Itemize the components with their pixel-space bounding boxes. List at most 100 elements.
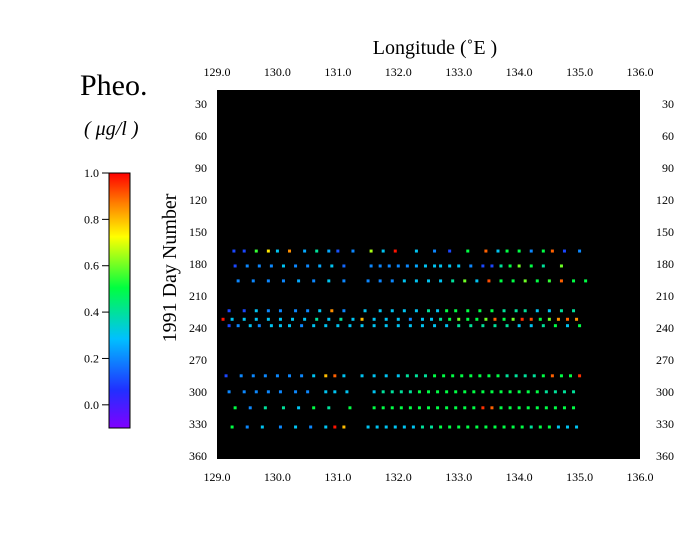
data-point (408, 390, 412, 394)
data-point (448, 425, 452, 429)
x-axis-label: Longitude (˚E ) (373, 37, 497, 59)
data-point (327, 406, 331, 410)
data-point (520, 425, 524, 429)
data-point (233, 264, 237, 268)
data-point (427, 406, 430, 410)
data-point (330, 309, 334, 313)
data-point (541, 249, 545, 253)
data-point (430, 317, 434, 321)
data-point (517, 264, 521, 268)
data-point (445, 390, 449, 394)
data-point (556, 425, 560, 429)
data-point (550, 249, 554, 253)
data-point (239, 374, 243, 378)
data-point (562, 406, 566, 410)
data-point (281, 264, 285, 268)
data-point (514, 309, 518, 313)
data-point (466, 249, 470, 253)
data-point (242, 249, 246, 253)
data-point (490, 390, 494, 394)
data-point (457, 425, 461, 429)
x-tick-label-top: 134.0 (506, 65, 533, 79)
data-point (312, 279, 316, 283)
x-tick-label-top: 136.0 (627, 65, 654, 79)
y-tick-label-left: 150 (189, 225, 207, 239)
data-point (236, 324, 240, 328)
data-point (402, 425, 406, 429)
data-point (448, 317, 452, 321)
data-point (578, 374, 582, 378)
data-point (227, 324, 231, 328)
data-point (303, 317, 307, 321)
x-tick-label-bottom: 131.0 (324, 470, 351, 484)
data-point (469, 264, 473, 268)
data-point (578, 324, 582, 328)
data-point (378, 309, 382, 313)
data-point (499, 406, 503, 410)
data-point (384, 317, 388, 321)
data-point (457, 264, 461, 268)
data-point (454, 406, 458, 410)
data-point (324, 390, 328, 394)
data-point (263, 406, 267, 410)
y-tick-label-left: 60 (195, 129, 207, 143)
data-point (541, 324, 545, 328)
data-point (493, 324, 497, 328)
data-point (221, 317, 225, 321)
data-point (487, 374, 491, 378)
data-point (300, 324, 304, 328)
data-point (565, 425, 569, 429)
data-point (318, 309, 322, 313)
data-point (529, 324, 533, 328)
data-point (399, 406, 403, 410)
data-point (393, 425, 397, 429)
data-point (517, 406, 521, 410)
data-point (294, 390, 298, 394)
data-point (266, 279, 270, 283)
data-point (366, 425, 370, 429)
data-point (390, 309, 394, 313)
x-tick-label-top: 129.0 (204, 65, 231, 79)
data-point (333, 374, 337, 378)
data-point (514, 374, 518, 378)
data-point (348, 406, 352, 410)
data-point (288, 374, 292, 378)
data-point (517, 390, 521, 394)
data-point (278, 309, 282, 313)
data-point (535, 406, 539, 410)
data-point (269, 324, 273, 328)
data-point (297, 406, 301, 410)
y-tick-label-left: 330 (189, 417, 207, 431)
data-point (227, 309, 231, 313)
data-point (378, 279, 382, 283)
data-point (242, 317, 246, 321)
data-point (378, 264, 382, 268)
data-point (375, 425, 379, 429)
data-point (342, 279, 346, 283)
data-point (535, 390, 539, 394)
data-point (445, 406, 449, 410)
data-point (275, 249, 279, 253)
data-point (390, 390, 394, 394)
data-point (251, 374, 255, 378)
data-point (381, 390, 385, 394)
plot-area (217, 90, 640, 459)
data-point (300, 374, 304, 378)
data-point (414, 374, 418, 378)
data-point (433, 324, 437, 328)
data-point (529, 425, 533, 429)
y-tick-label-right: 210 (656, 289, 674, 303)
data-point (281, 279, 285, 283)
data-point (266, 390, 270, 394)
data-point (324, 374, 328, 378)
chart-title: Pheo. (80, 69, 148, 102)
colorbar-tick-label: 0.6 (84, 259, 99, 273)
data-point (242, 309, 246, 313)
data-point (278, 317, 282, 321)
data-point (547, 309, 551, 313)
data-point (469, 324, 473, 328)
data-point (457, 317, 461, 321)
data-point (363, 309, 367, 313)
colorbar-tick-label: 1.0 (84, 166, 99, 180)
